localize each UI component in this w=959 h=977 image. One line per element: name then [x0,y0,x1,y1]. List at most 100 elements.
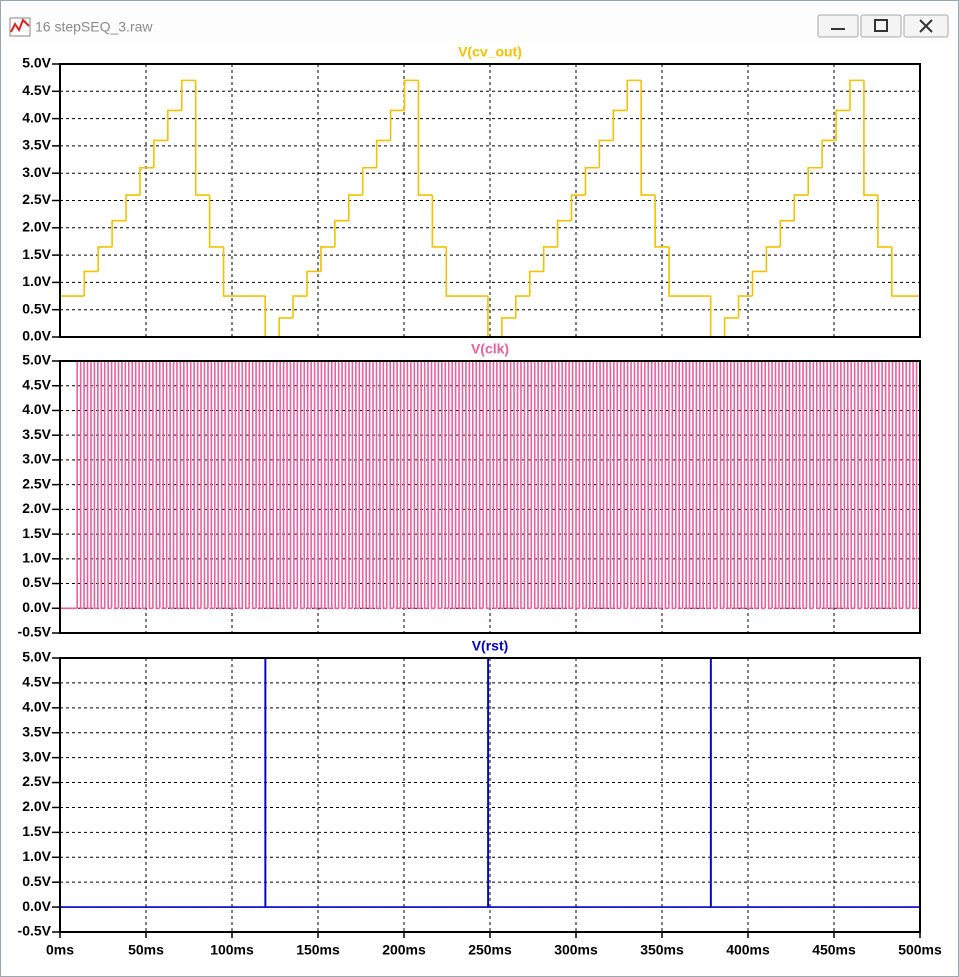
waveform-step [771,361,776,609]
waveform-step [726,361,731,610]
waveform-step [255,361,260,609]
close-button[interactable] [903,14,949,38]
waveform-step [451,361,456,610]
waveform-step [103,361,109,609]
waveform-step [623,361,628,610]
waveform-step [117,361,122,609]
waveform-step [447,361,453,609]
waveform-step [544,361,549,609]
waveform-step [630,361,635,610]
waveform-step [496,361,501,609]
waveform-step [710,658,920,908]
maximize-button[interactable] [860,14,902,38]
waveform-step [169,361,174,610]
y-tick-label: -0.5V [18,923,52,939]
y-tick-label: 1.0V [22,550,51,566]
y-tick-label: 2.5V [22,191,51,207]
waveform-step [561,361,566,610]
y-tick-label: 2.0V [22,798,51,814]
waveform-step [186,361,191,609]
waveform-step [681,361,687,609]
waveform-step [134,361,140,610]
y-tick-label: 2.5V [22,475,51,491]
pane-title: V(rst) [472,638,509,654]
waveform-step [891,361,896,610]
waveform-step [874,361,879,609]
y-tick-label: 3.5V [22,723,51,739]
waveform-step [685,361,690,610]
waveform-step [306,270,321,297]
waveform-step [444,361,449,610]
waveform-step [114,361,119,610]
x-tick-label: 200ms [382,942,426,958]
waveform-step [158,361,164,609]
x-tick-label: 250ms [468,942,512,958]
waveform-step [165,361,171,609]
waveform-step [807,166,823,196]
waveform-step [264,658,488,908]
waveform-step [619,361,625,609]
waveform-step [846,361,852,609]
waveform-step [293,361,298,610]
waveform-step [743,361,748,609]
y-tick-label: 4.0V [22,699,51,715]
waveform-step [719,361,724,610]
waveform-step [128,361,133,610]
waveform-step [598,139,614,168]
x-tick-label: 450ms [812,942,856,958]
waveform-step [193,361,198,609]
waveform-step [564,361,570,609]
waveform-step [351,361,356,609]
waveform-step [499,361,504,610]
waveform-step [313,361,318,610]
waveform-step [231,361,236,610]
waveform-step [403,361,408,610]
waveform-step [327,361,332,610]
waveform-step [582,361,587,610]
waveform-step [788,361,793,610]
waveform-step [458,361,463,610]
x-tick-label: 350ms [640,942,684,958]
waveform-step [286,361,291,610]
waveform-step [468,361,473,609]
waveform-step [189,361,195,610]
waveform-step [798,361,804,609]
waveform-step [664,361,669,610]
y-tick-label: 0.5V [22,300,51,316]
waveform-step [423,361,429,610]
waveform-step [542,246,558,272]
waveform-step [793,194,809,221]
waveform-step [736,361,742,609]
waveform-step [709,296,725,337]
waveform-step [668,246,711,297]
waveform-step [520,361,525,610]
waveform-step [723,361,728,609]
waveform-step [612,109,628,141]
y-tick-label: 0.0V [22,898,51,914]
waveform-step [730,361,735,609]
minimize-button[interactable] [817,14,859,38]
waveform-step [180,79,196,111]
waveform-step [100,361,105,610]
waveform-step [585,361,590,609]
waveform-step [654,195,670,248]
waveform-step [317,361,322,609]
y-tick-label: 1.5V [22,246,51,262]
waveform-step [864,361,869,610]
waveform-step [320,246,335,272]
waveform-step [843,361,848,610]
waveform-step [816,361,821,610]
waveform-step [902,361,907,609]
waveform-step [296,361,301,609]
y-tick-label: 4.5V [22,82,51,98]
y-tick-label: 1.5V [22,525,51,541]
waveform-step [849,79,864,111]
pane-title: V(cv_out) [458,44,522,60]
waveform-step [556,219,572,247]
waveform-step [640,361,645,609]
waveform-step [523,361,528,609]
plot-area [60,658,920,932]
waveform-step [303,361,308,609]
y-tick-label: 4.0V [22,401,51,417]
x-tick-label: 400ms [726,942,770,958]
